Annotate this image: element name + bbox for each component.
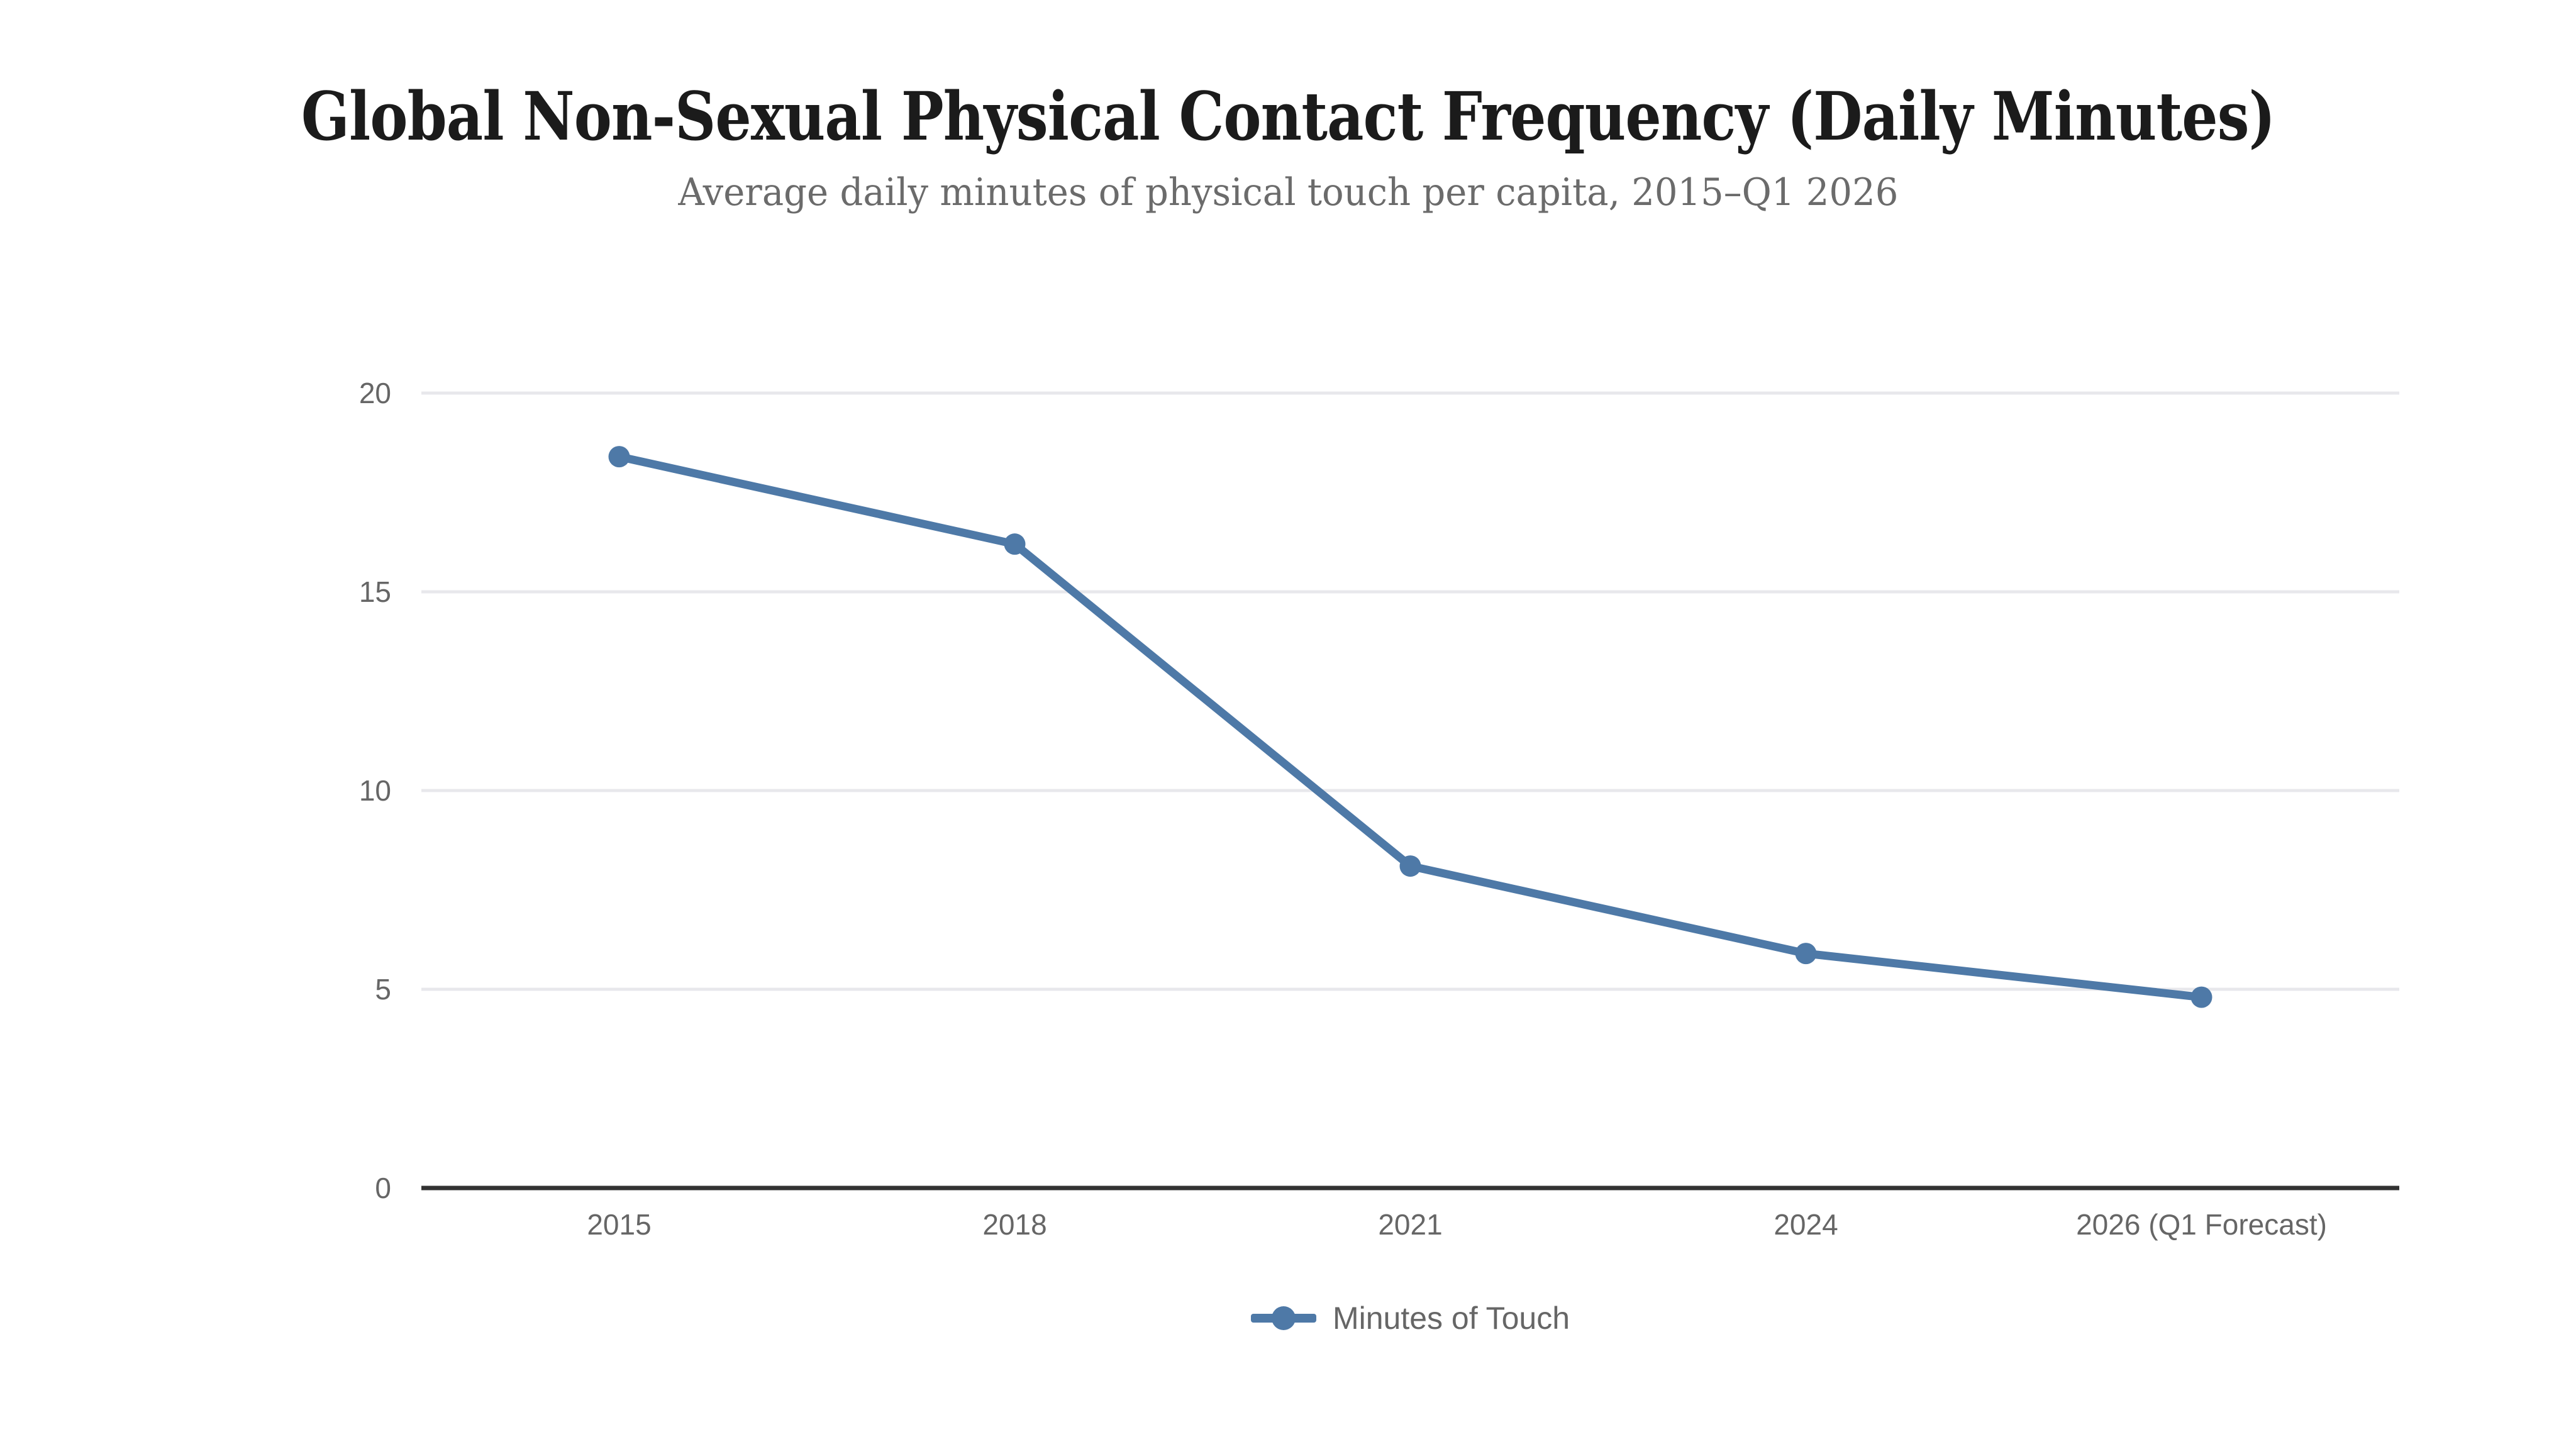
x-tick-label-4: 2026 (Q1 Forecast) [2076, 1208, 2327, 1241]
series-line-minutes-of-touch [615, 452, 2206, 1002]
x-tick-label-2: 2021 [1378, 1208, 1442, 1241]
y-tick-label-0: 0 [375, 1172, 391, 1204]
data-point-2026 (Q1 Forecast)[interactable] [2190, 986, 2212, 1008]
data-point-2024[interactable] [1795, 943, 1817, 965]
line-dot-marker-icon [1250, 1294, 1316, 1342]
legend-dot-icon [1271, 1306, 1296, 1330]
chart-title-text: Global Non-Sexual Physical Contact Frequ… [301, 77, 2275, 155]
y-tick-label-5: 5 [375, 973, 391, 1006]
legend-label: Minutes of Touch [1332, 1301, 1570, 1336]
data-point-2018[interactable] [1004, 533, 1026, 555]
chart-subtitle: Average daily minutes of physical touch … [0, 174, 2576, 211]
data-point-2015[interactable] [608, 446, 630, 468]
y-tick-label-10: 10 [359, 774, 391, 807]
x-tick-label-3: 2024 [1774, 1208, 1838, 1241]
chart-subtitle-text: Average daily minutes of physical touch … [678, 170, 1898, 214]
y-tick-label-15: 15 [359, 575, 391, 608]
chart-title: Global Non-Sexual Physical Contact Frequ… [0, 83, 2576, 150]
y-tick-label-20: 20 [359, 377, 391, 409]
legend-item-minutes-of-touch[interactable]: Minutes of Touch [1250, 1294, 1570, 1342]
data-point-2021[interactable] [1399, 855, 1421, 877]
x-tick-label-1: 2018 [982, 1208, 1046, 1241]
line-chart: 0 5 10 15 20 2015 2018 2021 2024 2026 (Q1 Forecas… [359, 377, 2399, 1241]
legend: Minutes of Touch [421, 1294, 2399, 1342]
x-tick-label-0: 2015 [587, 1208, 651, 1241]
